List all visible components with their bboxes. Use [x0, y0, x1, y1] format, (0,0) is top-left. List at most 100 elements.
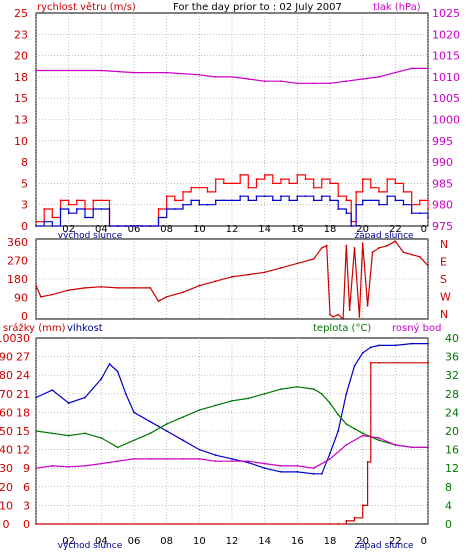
humidity-label: vlhkost — [67, 323, 103, 334]
data-point-gust — [51, 216, 54, 219]
data-point-direction — [320, 247, 323, 249]
y-tick-label: 21 — [16, 388, 30, 401]
data-point-gust — [190, 186, 193, 189]
x-tick-label: 0 — [421, 536, 427, 547]
data-point-direction — [280, 267, 282, 269]
data-point-dewpoint — [214, 460, 217, 463]
data-point-humidity — [312, 472, 315, 475]
data-point-temperature — [51, 432, 54, 435]
data-point-pressure — [35, 69, 37, 72]
y-tick-label: 10 — [0, 499, 13, 512]
data-point-wind — [386, 195, 389, 198]
y-tick-label: 25 — [14, 7, 28, 20]
data-point-wind — [369, 199, 372, 202]
data-point-direction — [418, 255, 421, 258]
data-point-wind — [378, 203, 380, 206]
data-point-humidity — [296, 471, 299, 473]
data-point-wind — [402, 203, 405, 206]
data-point-wind — [271, 199, 274, 202]
left-ticks: 0010320630940125015601870218024902710030 — [0, 332, 30, 531]
data-point-humidity — [361, 352, 364, 354]
data-point-wind — [337, 208, 340, 210]
sunrise-label: východ slunce — [58, 541, 123, 551]
data-point-pressure — [296, 82, 299, 85]
data-point-direction — [402, 251, 405, 254]
data-point-pressure — [427, 67, 429, 70]
data-point-humidity — [51, 389, 54, 391]
data-point-direction — [345, 244, 348, 247]
data-point-precipitation — [427, 361, 429, 364]
sunrise-label: východ slunce — [58, 231, 123, 241]
data-point-dewpoint — [329, 458, 331, 460]
data-point-gust — [418, 199, 421, 202]
y-tick-label: 18 — [14, 71, 28, 84]
series-line-direction — [35, 240, 429, 321]
data-point-pressure — [263, 80, 266, 83]
y-tick-label: 1010 — [432, 71, 460, 84]
data-point-direction — [165, 295, 168, 298]
data-point-wind — [320, 195, 323, 198]
data-point-wind — [288, 199, 291, 202]
data-point-dewpoint — [165, 458, 168, 460]
data-point-direction — [337, 313, 340, 316]
data-point-gust — [247, 186, 250, 189]
y-tick-label: 180 — [7, 273, 28, 286]
data-point-wind — [165, 208, 168, 210]
right-axis-label: tlak (hPa) — [373, 2, 421, 13]
x-tick-label: 10 — [193, 536, 206, 547]
x-tick-label: 20 — [356, 536, 369, 547]
data-point-humidity — [337, 430, 340, 432]
y-tick-label: E — [440, 256, 447, 269]
chart-title: For the day prior to : 02 July 2007 — [173, 2, 342, 13]
y-tick-label: 1025 — [432, 7, 460, 20]
data-point-precipitation — [345, 520, 348, 522]
data-point-wind — [361, 199, 364, 202]
y-tick-label: 16 — [445, 444, 459, 457]
data-point-wind — [296, 195, 299, 198]
data-point-temperature — [337, 413, 340, 416]
series-line-pressure — [36, 67, 428, 84]
data-point-dewpoint — [312, 467, 315, 470]
y-tick-label: 27 — [16, 351, 30, 364]
data-point-gust — [43, 208, 46, 210]
gridlines — [35, 338, 429, 524]
data-point-humidity — [280, 471, 282, 473]
data-point-gust — [75, 199, 78, 202]
data-point-dewpoint — [35, 467, 37, 470]
x-tick-label: 04 — [95, 224, 108, 235]
data-point-gust — [67, 203, 70, 206]
data-point-pressure — [361, 78, 364, 80]
y-tick-label: 985 — [432, 177, 453, 190]
data-point-direction — [51, 293, 54, 296]
data-point-wind — [116, 225, 119, 227]
y-tick-label: 15 — [14, 92, 28, 105]
data-point-temperature — [133, 439, 135, 442]
data-point-gust — [263, 174, 266, 176]
data-point-direction — [366, 304, 369, 307]
data-point-humidity — [35, 396, 37, 399]
y-tick-label: 24 — [16, 369, 30, 382]
left-axis-label: rychlost větru (m/s) — [37, 1, 136, 13]
data-point-wind — [355, 203, 357, 206]
data-point-direction — [116, 287, 119, 289]
data-point-gust — [280, 178, 282, 181]
y-tick-label: 0 — [21, 310, 28, 323]
data-point-precipitation — [329, 523, 331, 525]
y-tick-label: 70 — [0, 388, 13, 401]
data-point-gust — [231, 182, 233, 185]
data-point-wind — [222, 199, 225, 202]
x-tick-label: 16 — [291, 224, 304, 235]
data-point-direction — [35, 284, 37, 287]
data-point-direction — [247, 273, 250, 276]
data-point-gust — [369, 186, 372, 189]
x-tick-label: 02 — [62, 224, 75, 235]
y-tick-label: 30 — [0, 462, 13, 475]
y-tick-label: 12 — [445, 462, 459, 475]
data-point-wind — [108, 225, 111, 227]
data-point-temperature — [149, 432, 152, 435]
data-point-humidity — [100, 378, 103, 380]
data-point-temperature — [320, 392, 323, 395]
data-point-dewpoint — [410, 446, 413, 449]
x-tick-label: 10 — [193, 224, 206, 235]
